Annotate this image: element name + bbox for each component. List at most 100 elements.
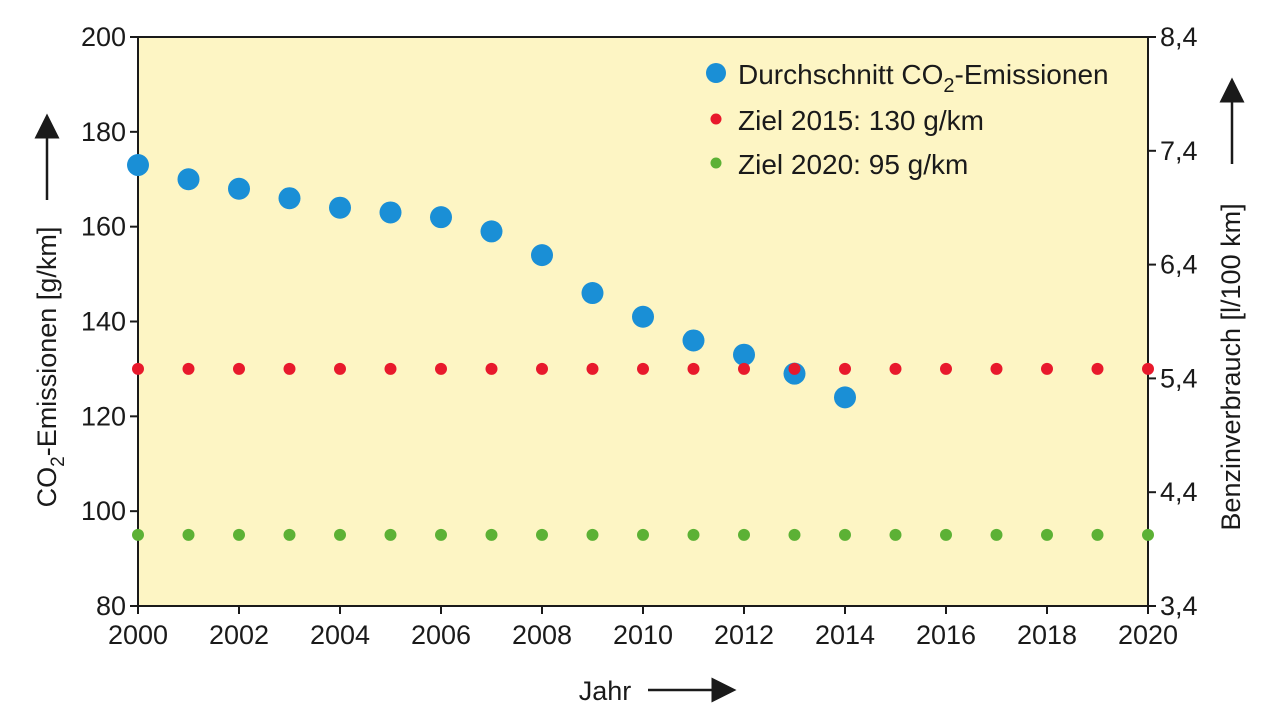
left-tick-label: 120 bbox=[81, 401, 126, 431]
right-tick-label: 3,4 bbox=[1160, 591, 1198, 621]
legend-label-avg-main: Durchschnitt CO bbox=[738, 59, 943, 90]
x-tick-label: 2010 bbox=[613, 620, 673, 650]
left-y-axis-ticks: 80 100 120 140 160 180 200 bbox=[81, 22, 138, 621]
point-avg-emissions bbox=[177, 168, 200, 191]
left-axis-title: CO2-Emissionen [g/km] bbox=[32, 227, 69, 508]
left-axis-title-sub: 2 bbox=[48, 456, 69, 467]
point-target-2015 bbox=[889, 362, 902, 375]
point-target-2020 bbox=[334, 528, 346, 541]
point-target-2020 bbox=[384, 528, 397, 541]
point-target-2020 bbox=[1041, 528, 1053, 541]
x-tick-label: 2000 bbox=[108, 620, 168, 650]
x-tick-label: 2016 bbox=[916, 620, 976, 650]
point-target-2015 bbox=[788, 362, 801, 375]
point-target-2020 bbox=[738, 528, 750, 541]
left-axis-title-rest: -Emissionen [g/km] bbox=[32, 227, 62, 457]
point-avg-emissions bbox=[379, 201, 402, 224]
right-tick-label: 6,4 bbox=[1160, 250, 1198, 280]
right-axis-title: Benzinverbrauch [l/100 km] bbox=[1216, 203, 1246, 530]
legend-label-avg-sub: 2 bbox=[943, 75, 954, 97]
point-avg-emissions bbox=[127, 154, 149, 177]
point-target-2020 bbox=[485, 528, 498, 541]
x-tick-label: 2006 bbox=[411, 620, 471, 650]
point-target-2015 bbox=[536, 362, 548, 375]
point-target-2015 bbox=[334, 362, 346, 375]
legend-marker-2015 bbox=[710, 113, 722, 125]
data-points bbox=[127, 154, 1154, 541]
point-target-2015 bbox=[384, 362, 397, 375]
x-tick-label: 2008 bbox=[512, 620, 572, 650]
point-target-2020 bbox=[435, 528, 447, 541]
right-tick-label: 5,4 bbox=[1160, 363, 1198, 393]
left-tick-label: 80 bbox=[96, 591, 126, 621]
point-target-2015 bbox=[132, 362, 144, 375]
point-target-2020 bbox=[1091, 528, 1104, 541]
legend-label-2015: Ziel 2015: 130 g/km bbox=[738, 105, 984, 136]
point-avg-emissions bbox=[682, 329, 705, 352]
left-tick-label: 140 bbox=[81, 307, 126, 337]
point-target-2015 bbox=[839, 362, 851, 375]
right-tick-label: 8,4 bbox=[1160, 22, 1198, 52]
point-target-2015 bbox=[990, 362, 1003, 375]
legend-marker-avg bbox=[706, 63, 726, 83]
point-target-2015 bbox=[586, 362, 599, 375]
left-tick-label: 200 bbox=[81, 22, 126, 52]
x-tick-label: 2020 bbox=[1118, 620, 1178, 650]
point-avg-emissions bbox=[278, 187, 301, 210]
point-target-2015 bbox=[940, 362, 952, 375]
point-target-2020 bbox=[536, 528, 548, 541]
x-axis-ticks: 2000 2002 2004 2006 2008 2010 2012 2014 2016 2018… bbox=[108, 606, 1178, 650]
legend-marker-2020 bbox=[710, 157, 722, 169]
point-target-2020 bbox=[586, 528, 599, 541]
point-avg-emissions bbox=[632, 305, 654, 328]
svg-text:CO2-Emissionen [g/km]: CO2-Emissionen [g/km] bbox=[32, 227, 69, 508]
point-target-2020 bbox=[889, 528, 902, 541]
x-tick-label: 2012 bbox=[714, 620, 774, 650]
point-target-2015 bbox=[233, 362, 245, 375]
right-y-axis-ticks: 3,4 4,4 5,4 6,4 7,4 8,4 bbox=[1148, 22, 1198, 621]
point-avg-emissions bbox=[531, 244, 553, 267]
left-tick-label: 180 bbox=[81, 117, 126, 147]
point-target-2015 bbox=[283, 362, 296, 375]
point-avg-emissions bbox=[581, 282, 604, 305]
x-tick-label: 2002 bbox=[209, 620, 269, 650]
point-target-2015 bbox=[435, 362, 447, 375]
point-target-2020 bbox=[839, 528, 851, 541]
x-tick-label: 2018 bbox=[1017, 620, 1077, 650]
point-target-2015 bbox=[637, 362, 649, 375]
point-target-2020 bbox=[940, 528, 952, 541]
point-avg-emissions bbox=[329, 196, 351, 219]
point-target-2015 bbox=[1091, 362, 1104, 375]
right-tick-label: 4,4 bbox=[1160, 477, 1198, 507]
point-target-2020 bbox=[283, 528, 296, 541]
point-target-2020 bbox=[233, 528, 245, 541]
legend-label-2020: Ziel 2020: 95 g/km bbox=[738, 149, 968, 180]
point-avg-emissions bbox=[733, 343, 755, 366]
x-axis-title: Jahr bbox=[579, 676, 632, 706]
x-tick-label: 2014 bbox=[815, 620, 875, 650]
point-target-2015 bbox=[687, 362, 700, 375]
left-tick-label: 160 bbox=[81, 212, 126, 242]
legend-label-avg-rest: -Emissionen bbox=[955, 59, 1109, 90]
point-avg-emissions bbox=[480, 220, 503, 243]
left-axis-title-main: CO bbox=[32, 467, 62, 508]
point-target-2020 bbox=[687, 528, 700, 541]
point-target-2020 bbox=[1142, 528, 1154, 541]
point-target-2015 bbox=[1142, 362, 1154, 375]
legend: Durchschnitt CO2-Emissionen Ziel 2015: 1… bbox=[706, 59, 1109, 180]
point-target-2020 bbox=[182, 528, 195, 541]
point-avg-emissions bbox=[834, 386, 856, 409]
point-avg-emissions bbox=[430, 206, 452, 229]
point-avg-emissions bbox=[228, 177, 250, 200]
left-tick-label: 100 bbox=[81, 496, 126, 526]
right-axis-title-text: Benzinverbrauch [l/100 km] bbox=[1216, 203, 1246, 530]
point-target-2020 bbox=[132, 528, 144, 541]
right-tick-label: 7,4 bbox=[1160, 136, 1198, 166]
point-target-2020 bbox=[788, 528, 801, 541]
legend-label-avg: Durchschnitt CO2-Emissionen bbox=[738, 59, 1109, 97]
x-tick-label: 2004 bbox=[310, 620, 370, 650]
point-target-2015 bbox=[1041, 362, 1053, 375]
point-target-2015 bbox=[182, 362, 195, 375]
point-target-2015 bbox=[738, 362, 750, 375]
